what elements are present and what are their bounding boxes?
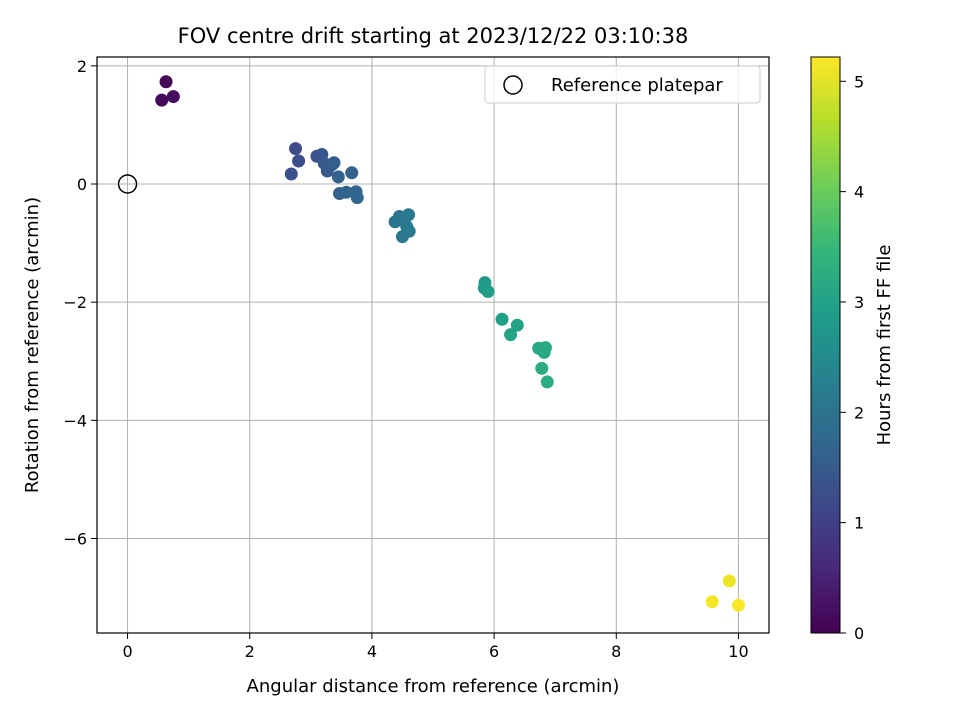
colorbar: 0 1 2 3 4 5 Hours from first FF file xyxy=(810,56,895,643)
x-tick-label: 6 xyxy=(489,642,499,661)
data-point xyxy=(495,312,509,326)
data-point xyxy=(722,574,736,588)
legend: Reference platepar xyxy=(484,65,761,104)
x-tick-label: 0 xyxy=(122,642,132,661)
x-tick-label: 4 xyxy=(367,642,377,661)
data-point xyxy=(402,208,416,222)
y-tick-label: −2 xyxy=(63,293,87,312)
x-axis-label: Angular distance from reference (arcmin) xyxy=(247,676,620,697)
reference-platepar-marker xyxy=(117,174,138,194)
plot-frame xyxy=(96,56,770,634)
colorbar-ticks: 0 1 2 3 4 5 xyxy=(840,72,864,643)
y-axis-ticks: 2 0 −2 −4 −6 xyxy=(63,57,97,548)
data-point xyxy=(350,191,364,205)
data-point xyxy=(292,154,306,168)
data-point xyxy=(159,75,173,89)
colorbar-tick-label: 2 xyxy=(854,403,864,422)
x-tick-label: 8 xyxy=(611,642,621,661)
data-point xyxy=(284,167,298,181)
colorbar-tick-label: 5 xyxy=(854,72,864,91)
data-point xyxy=(166,90,180,104)
colorbar-tick-label: 1 xyxy=(854,514,864,533)
chart-title: FOV centre drift starting at 2023/12/22 … xyxy=(178,24,689,48)
y-tick-label: 0 xyxy=(77,175,87,194)
colorbar-label: Hours from first FF file xyxy=(874,245,895,446)
legend-label: Reference platepar xyxy=(551,75,723,96)
colorbar-tick-label: 0 xyxy=(854,624,864,643)
data-point xyxy=(504,328,518,342)
data-point xyxy=(345,166,359,180)
data-point xyxy=(481,285,495,299)
data-point xyxy=(705,595,719,609)
data-point xyxy=(155,93,169,107)
data-point xyxy=(339,185,353,199)
y-tick-label: −4 xyxy=(63,411,87,430)
y-tick-label: 2 xyxy=(77,57,87,76)
data-point xyxy=(331,170,345,184)
scatter-points xyxy=(155,75,745,612)
data-point xyxy=(731,598,745,612)
colorbar-tick-label: 4 xyxy=(854,183,864,202)
data-point xyxy=(327,156,341,170)
legend-marker-icon xyxy=(503,75,523,95)
reference-layer xyxy=(117,174,138,194)
x-tick-label: 10 xyxy=(728,642,748,661)
x-tick-label: 2 xyxy=(245,642,255,661)
x-axis-ticks: 0 2 4 6 8 10 xyxy=(122,633,749,661)
colorbar-tick-label: 3 xyxy=(854,293,864,312)
data-point xyxy=(535,361,549,375)
data-point xyxy=(395,230,409,244)
data-point xyxy=(540,375,554,389)
data-point xyxy=(289,142,303,156)
y-axis-label: Rotation from reference (arcmin) xyxy=(22,197,43,493)
grid-lines xyxy=(97,57,769,633)
data-point xyxy=(537,345,551,359)
data-point xyxy=(510,318,524,332)
y-tick-label: −6 xyxy=(63,529,87,548)
legend-box xyxy=(484,65,761,104)
colorbar-gradient xyxy=(810,56,841,634)
